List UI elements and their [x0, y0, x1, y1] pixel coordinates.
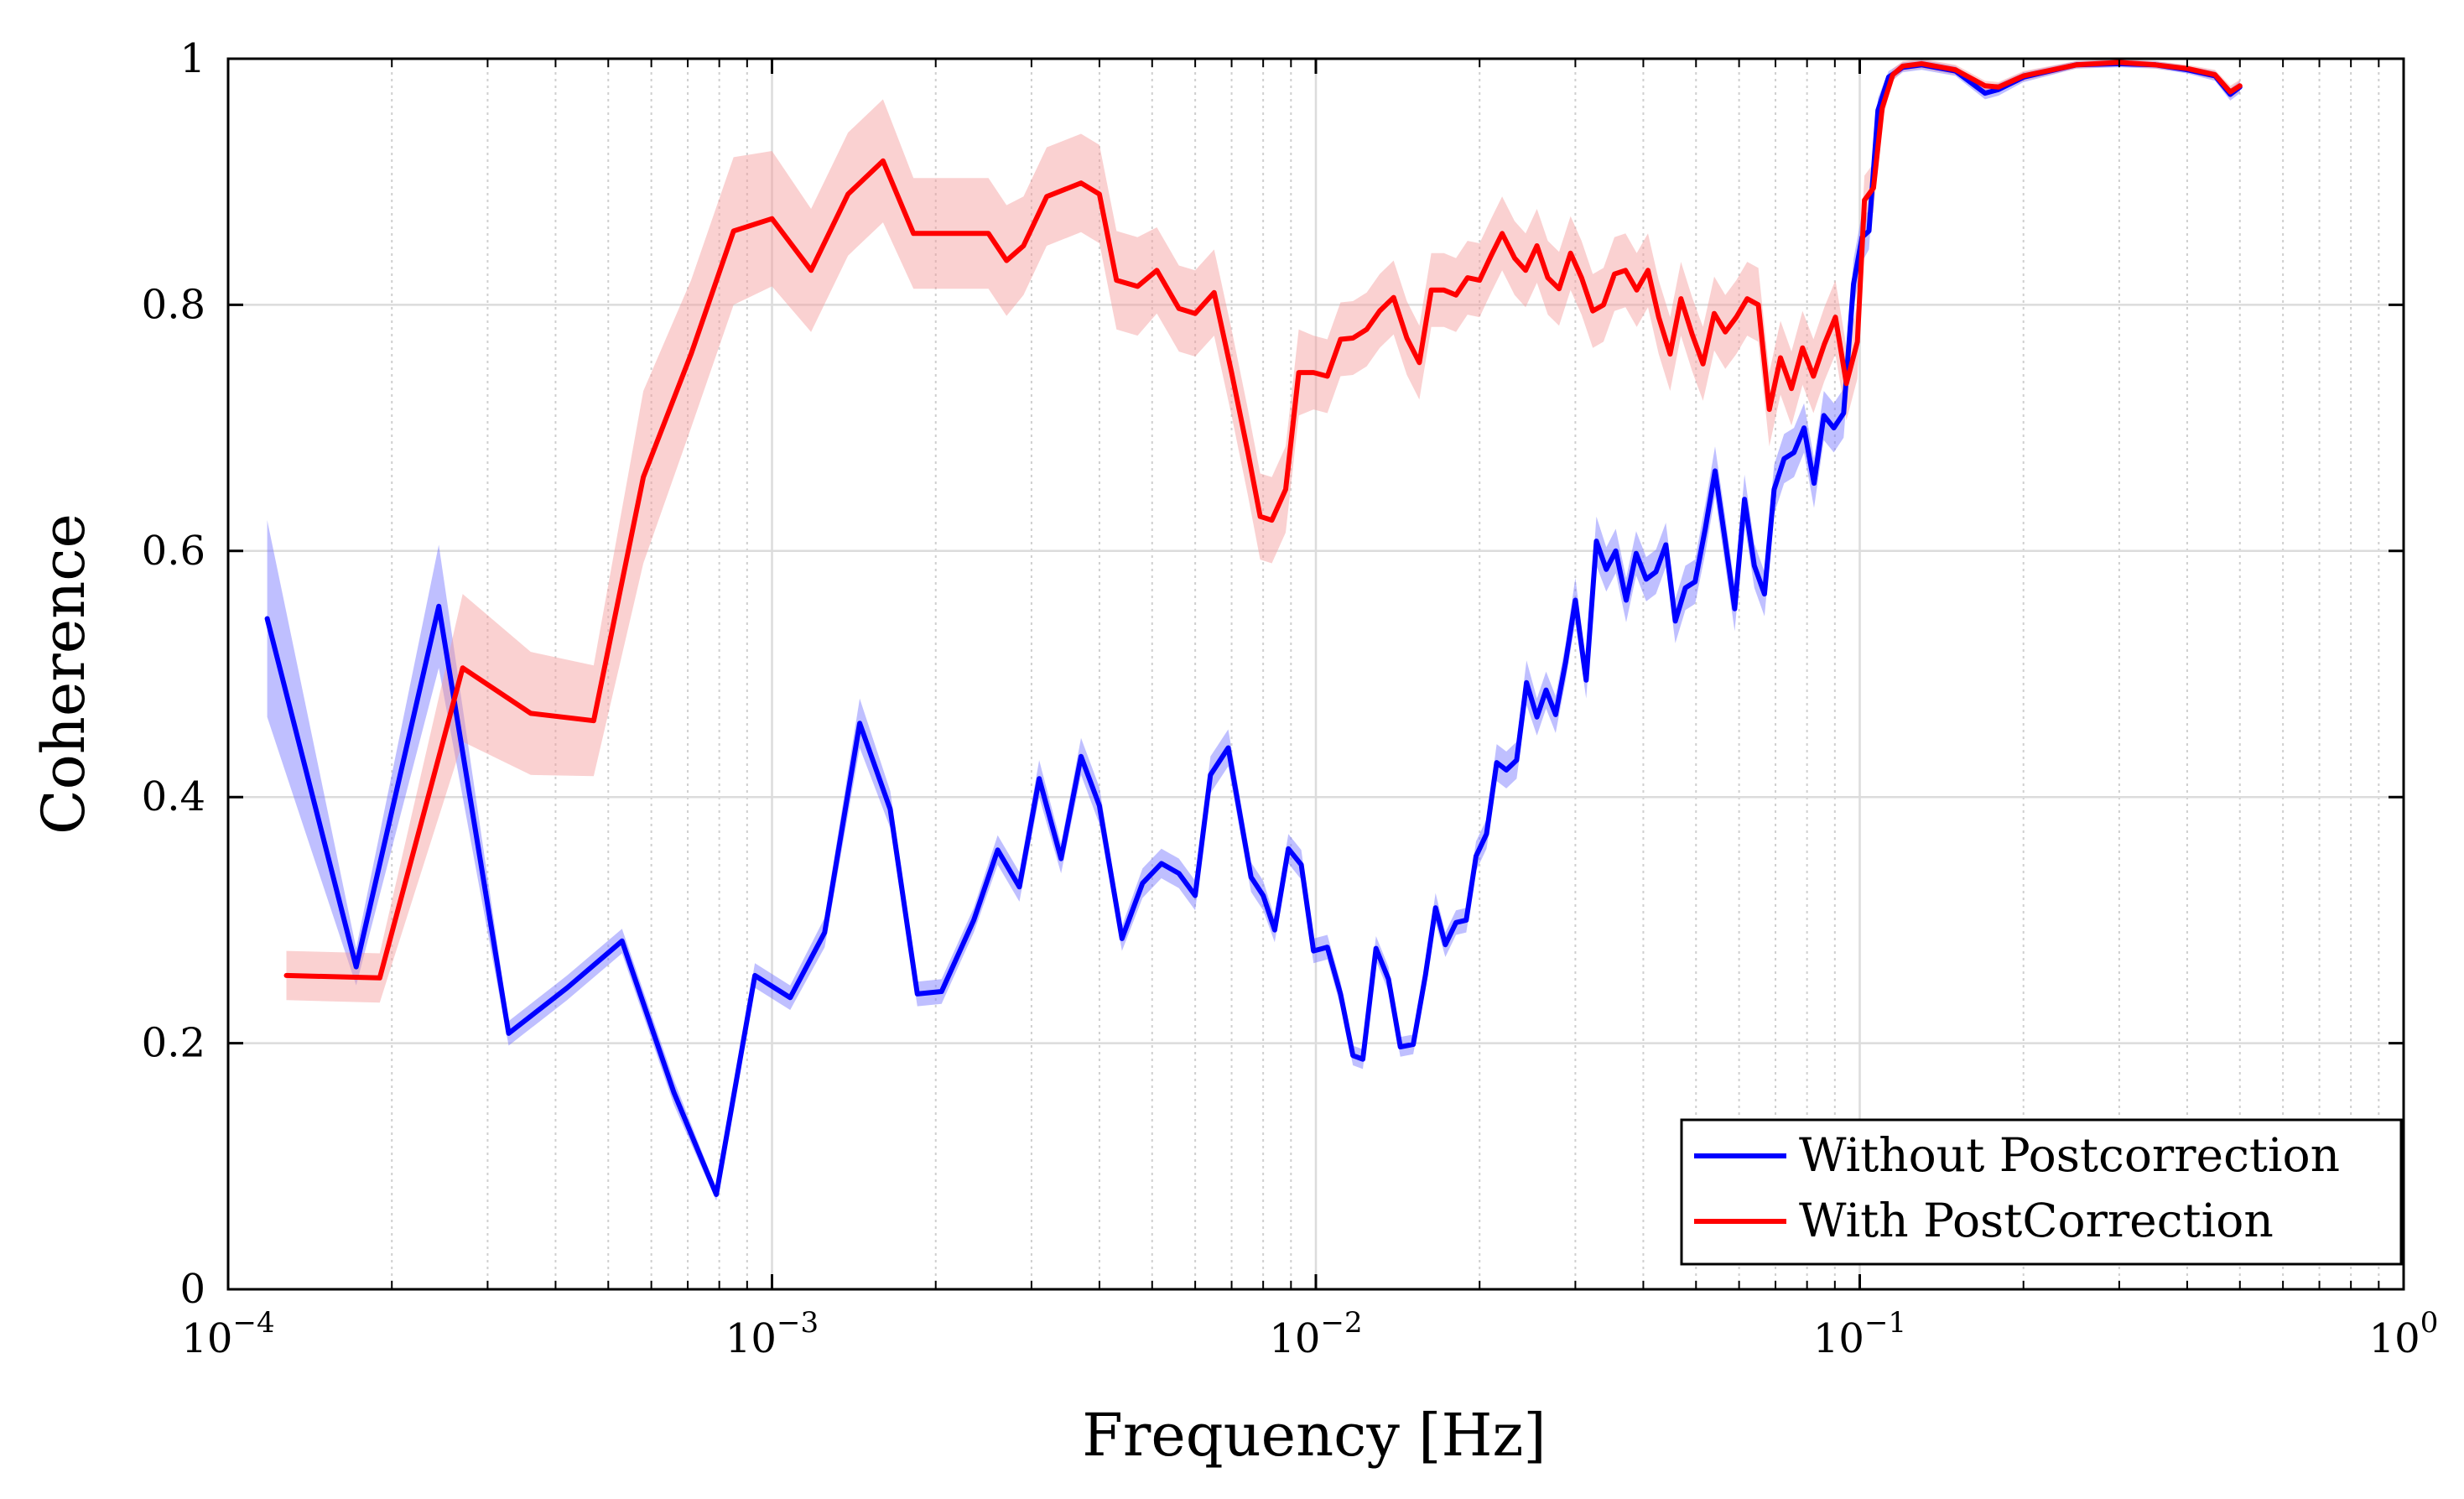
y-tick-label: 0.2 — [142, 1020, 205, 1067]
series-lines — [264, 60, 2243, 1197]
y-tick-label: 1 — [179, 35, 205, 82]
x-tick-label: 10−1 — [1813, 1306, 1906, 1362]
x-tick-label: 10−3 — [725, 1306, 819, 1362]
x-tick-label: 10−2 — [1269, 1306, 1362, 1362]
y-tick-label: 0.6 — [142, 528, 205, 575]
y-axis-title: Coherence — [29, 513, 98, 835]
y-tick-label: 0.4 — [142, 773, 205, 820]
axis-ticks: 10−4 10−3 10−2 10−1 100 0 0.2 0.4 0.6 0.8 1 — [142, 35, 2439, 1362]
series-line-with-postcorrection — [283, 60, 2243, 981]
confidence-bands — [267, 59, 2240, 1201]
legend-label-without-postcorrection: Without Postcorrection — [1799, 1128, 2340, 1182]
band-with-postcorrection — [286, 59, 2240, 1003]
x-tick-label: 100 — [2369, 1306, 2439, 1362]
x-axis-title: Frequency [Hz] — [1082, 1401, 1546, 1470]
series-line-without-postcorrection — [264, 60, 2243, 1197]
legend-box — [1680, 1118, 2403, 1266]
y-tick-label: 0 — [179, 1266, 205, 1313]
x-tick-label: 10−4 — [181, 1306, 274, 1362]
y-tick-label: 0.8 — [142, 281, 205, 328]
legend: Without Postcorrection With PostCorrecti… — [1680, 1118, 2403, 1266]
legend-label-with-postcorrection: With PostCorrection — [1799, 1194, 2274, 1247]
